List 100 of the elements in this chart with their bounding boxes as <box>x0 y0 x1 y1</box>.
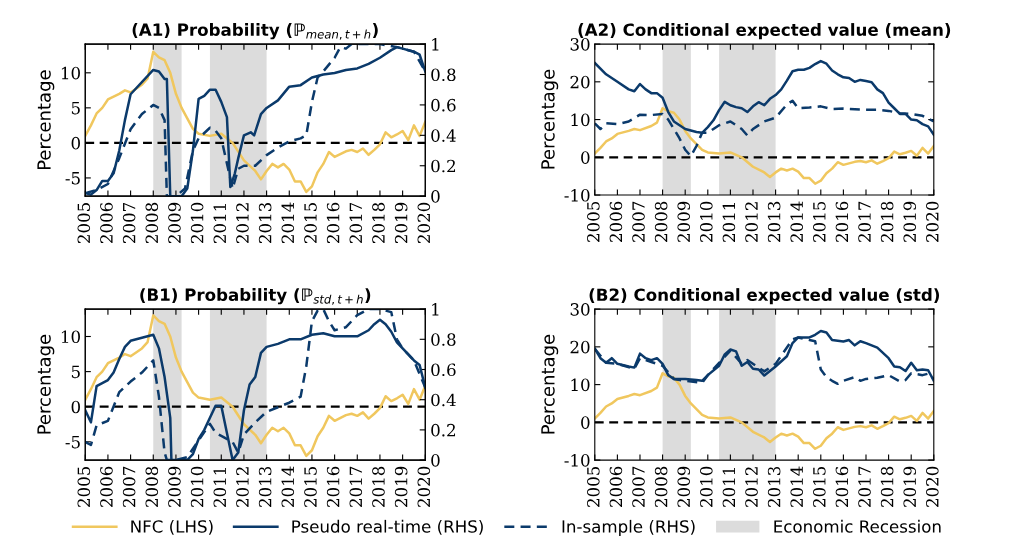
x-tick-label: 2017 <box>858 201 871 242</box>
x-tick-label: 2005 <box>77 203 91 243</box>
x-tick-label: 2009 <box>168 466 181 507</box>
x-tick-label: 2006 <box>100 466 113 507</box>
y-axis-title: Percentage <box>37 70 55 170</box>
x-tick-label: 2019 <box>394 466 408 507</box>
x-tick-label: 2015 <box>813 466 826 507</box>
x-tick-label: 2014 <box>790 466 804 507</box>
x-tick-label: 2007 <box>632 466 645 507</box>
x-tick-label: 2005 <box>77 466 91 507</box>
y-tick-label: 10 <box>571 378 590 392</box>
x-tick-label: 2012 <box>745 202 758 242</box>
x-tick-label: 2006 <box>609 466 623 507</box>
x-tick-label: 2010 <box>700 201 713 242</box>
x-tick-label: 2015 <box>304 466 317 507</box>
x-tick-label: 2017 <box>858 466 871 507</box>
legend-label: In-sample (RHS) <box>562 519 695 536</box>
x-tick-label: 2016 <box>835 466 849 507</box>
x-tick-label: 2011 <box>722 468 736 507</box>
chart-title: (B2) Conditional expected value (std) <box>589 288 940 305</box>
x-tick-label: 2020 <box>417 202 431 243</box>
x-tick-label: 2010 <box>700 466 713 507</box>
x-tick-label: 2012 <box>236 203 249 243</box>
x-tick-label: 2014 <box>281 466 295 507</box>
x-tick-label: 2014 <box>790 201 804 242</box>
y-axis-title: Percentage <box>541 334 559 434</box>
y-tick-label: 5 <box>71 365 80 379</box>
x-tick-label: 2006 <box>609 201 623 242</box>
x-tick-label: 2013 <box>767 466 781 507</box>
legend-label: Economic Recession <box>774 519 941 533</box>
x-tick-label: 2008 <box>654 201 668 242</box>
y-tick-label: 0 <box>581 151 590 164</box>
y-axis-title: Percentage <box>37 334 55 434</box>
x-tick-label: 2011 <box>213 204 227 243</box>
y2-tick-label: 0.2 <box>431 159 456 173</box>
y2-tick-label: 0.6 <box>431 363 456 377</box>
y-tick-label: 20 <box>570 340 590 354</box>
x-tick-label: 2020 <box>926 466 939 507</box>
chart-title: (A1) Probability (ℙ$_{mean,t+h}$) <box>132 23 378 40</box>
x-tick-label: 2013 <box>767 201 781 242</box>
x-tick-label: 2011 <box>213 468 227 507</box>
y2-tick-label: 0.4 <box>431 129 456 142</box>
y-tick-label: -5 <box>65 172 80 185</box>
x-tick-label: 2008 <box>145 466 159 507</box>
x-tick-label: 2013 <box>258 466 272 507</box>
x-tick-label: 2018 <box>372 202 385 243</box>
y2-tick-label: 0.2 <box>431 423 456 437</box>
x-tick-label: 2012 <box>236 467 249 507</box>
y-tick-label: 0 <box>581 416 590 429</box>
line-series <box>594 106 934 185</box>
x-tick-label: 2018 <box>880 466 894 507</box>
y-tick-label: 0 <box>71 136 80 150</box>
x-tick-label: 2012 <box>745 467 758 507</box>
x-tick-label: 2017 <box>349 466 363 507</box>
x-tick-label: 2018 <box>372 466 385 507</box>
y2-tick-label: 0.6 <box>431 98 456 112</box>
x-tick-label: 2008 <box>654 466 668 507</box>
x-tick-label: 2014 <box>281 202 295 243</box>
x-tick-label: 2007 <box>632 201 645 242</box>
x-tick-label: 2007 <box>122 466 136 507</box>
y-tick-label: 30 <box>570 303 590 316</box>
line-series <box>594 372 934 451</box>
x-tick-label: 2015 <box>304 203 317 243</box>
x-tick-label: 2009 <box>168 202 181 243</box>
chart-title: (B1) Probability (ℙ$_{std,t+h}$) <box>140 288 371 305</box>
x-tick-label: 2013 <box>258 202 272 243</box>
y-tick-label: -10 <box>564 454 590 467</box>
y-tick-label: 30 <box>570 38 590 51</box>
x-tick-label: 2008 <box>145 202 159 243</box>
y2-tick-label: 1 <box>432 303 439 316</box>
y-tick-label: -5 <box>65 436 80 449</box>
x-tick-label: 2010 <box>190 466 204 507</box>
y-tick-label: 10 <box>61 330 80 344</box>
x-tick-label: 2019 <box>394 202 408 243</box>
y-tick-label: 10 <box>61 66 80 80</box>
y2-tick-label: 0 <box>431 454 440 467</box>
x-tick-label: 2020 <box>926 201 939 242</box>
x-tick-label: 2005 <box>587 201 600 242</box>
legend-label: Pseudo real-time (RHS) <box>292 519 483 535</box>
y2-tick-label: 1 <box>432 38 439 51</box>
x-tick-label: 2011 <box>722 202 736 242</box>
x-tick-label: 2007 <box>122 202 136 243</box>
y2-tick-label: 0.8 <box>431 68 456 82</box>
y2-tick-label: 0.4 <box>431 393 456 407</box>
x-tick-label: 2019 <box>903 201 917 242</box>
x-tick-label: 2017 <box>349 202 363 243</box>
y-tick-label: 20 <box>570 75 590 89</box>
x-tick-label: 2016 <box>835 201 849 242</box>
x-tick-label: 2020 <box>417 466 431 507</box>
y-tick-label: -10 <box>564 189 590 202</box>
y-axis-title: Percentage <box>541 69 559 169</box>
x-tick-label: 2005 <box>587 466 600 507</box>
x-tick-label: 2016 <box>326 466 340 507</box>
y-tick-label: 0 <box>71 400 80 414</box>
x-tick-label: 2018 <box>880 201 894 242</box>
legend-label: NFC (LHS) <box>131 519 213 535</box>
y2-tick-label: 0.8 <box>431 333 456 346</box>
x-tick-label: 2019 <box>903 466 917 507</box>
x-tick-label: 2015 <box>813 201 826 242</box>
x-tick-label: 2009 <box>677 201 691 242</box>
